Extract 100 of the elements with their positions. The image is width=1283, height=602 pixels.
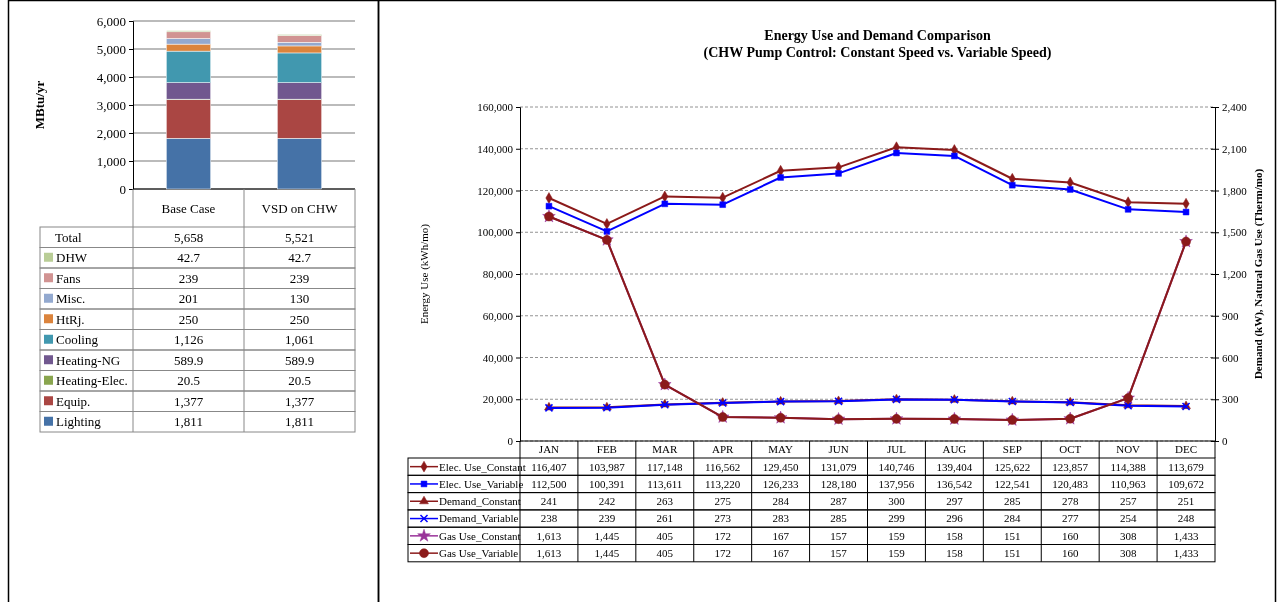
x-tick-label: JUN [828, 443, 849, 456]
data-label: 278 [1061, 495, 1079, 508]
data-label: 300 [888, 495, 906, 508]
data-label: 1,613 [536, 529, 562, 542]
data-label: 285 [830, 512, 848, 525]
data-label: 1,433 [1173, 529, 1199, 542]
data-label: 239 [598, 512, 616, 525]
legend-label: Heating-Elec. [56, 373, 128, 389]
data-label: 589.9 [284, 352, 315, 368]
y-tick-label: 100,000 [477, 226, 514, 239]
data-label: 131,079 [820, 460, 857, 473]
data-label: 159 [888, 529, 906, 542]
data-label: 1,061 [284, 332, 315, 348]
y-tick-label: 20,000 [482, 393, 514, 406]
data-label: 126,233 [762, 477, 799, 490]
y2-tick-label: 1,200 [1222, 268, 1248, 281]
data-label: 117,148 [647, 460, 683, 473]
legend-label: Gas Use_Variable [439, 547, 519, 559]
legend-label: Elec. Use_Variable [439, 477, 524, 490]
data-label: 283 [772, 512, 790, 525]
y2-tick-label: 600 [1222, 351, 1239, 364]
data-label: 1,377 [284, 393, 315, 409]
y-tick-label: 2,000 [96, 125, 126, 141]
y2-tick-label: 0 [1222, 435, 1228, 448]
x-tick-label: DEC [1175, 443, 1198, 456]
data-label: 405 [656, 529, 674, 542]
data-label: 284 [772, 495, 790, 508]
total-label: 5,521 [284, 229, 315, 245]
data-label: 136,542 [936, 477, 973, 490]
data-label: 113,611 [647, 477, 683, 490]
legend-label: Misc. [56, 291, 86, 307]
y-tick-label: 60,000 [482, 309, 514, 322]
data-label: 116,407 [531, 460, 568, 473]
data-label: 1,126 [173, 332, 204, 348]
x-tick-label: FEB [596, 443, 617, 456]
chart-subtitle: (CHW Pump Control: Constant Speed vs. Variable Speed) [703, 45, 1052, 61]
data-label: 254 [1119, 512, 1137, 525]
data-label: 140,746 [878, 460, 915, 473]
x-tick-label: OCT [1059, 443, 1082, 456]
y-tick-label: 0 [119, 181, 126, 197]
data-label: 160 [1061, 529, 1079, 542]
y2-tick-label: 2,100 [1222, 142, 1248, 155]
y-tick-label: 40,000 [482, 351, 514, 364]
data-label: 160 [1061, 547, 1079, 559]
data-label: 296 [946, 512, 964, 525]
data-label: 42.7 [288, 250, 312, 266]
x-tick-label: JAN [538, 443, 560, 456]
data-label: 285 [1004, 495, 1022, 508]
y-tick-label: 4,000 [96, 69, 126, 85]
data-label: 122,541 [994, 477, 1031, 490]
x-tick-label: Base Case [161, 200, 216, 216]
y-tick-label: 80,000 [482, 268, 514, 281]
data-label: 172 [714, 529, 731, 542]
text: Total [55, 229, 82, 245]
x-tick-label: AUG [942, 443, 967, 456]
data-label: 159 [888, 547, 906, 559]
data-label: 273 [714, 512, 732, 525]
data-label: 250 [289, 311, 310, 327]
y-tick-label: 160,000 [477, 101, 514, 114]
data-label: 297 [946, 495, 964, 508]
legend-label: Heating-NG [56, 352, 121, 368]
y2-tick-label: 900 [1222, 309, 1239, 322]
data-label: 251 [1177, 495, 1195, 508]
legend-label: Equip. [56, 393, 91, 409]
data-label: 20.5 [177, 373, 200, 389]
data-label: 287 [830, 495, 848, 508]
x-tick-label: NOV [1116, 443, 1141, 456]
data-label: 157 [830, 529, 848, 542]
legend-label: DHW [56, 250, 88, 266]
data-label: 589.9 [173, 352, 204, 368]
data-label: 130 [289, 291, 310, 307]
data-label: 308 [1119, 547, 1137, 559]
y2-tick-label: 1,500 [1222, 226, 1248, 239]
y-tick-label: 120,000 [477, 184, 514, 197]
data-label: 113,679 [1168, 460, 1205, 473]
data-label: 257 [1119, 495, 1137, 508]
data-label: 1,433 [1173, 547, 1199, 559]
x-tick-label: MAR [652, 443, 678, 456]
data-label: 238 [540, 512, 558, 525]
data-label: 284 [1004, 512, 1022, 525]
data-label: 239 [289, 270, 310, 286]
y-axis-title: Energy Use (kWh/mo) [418, 223, 431, 324]
data-label: 42.7 [177, 250, 201, 266]
data-label: 172 [714, 547, 731, 559]
y2-tick-label: 300 [1222, 393, 1239, 406]
x-tick-label: MAY [768, 443, 793, 456]
data-label: 103,987 [589, 460, 626, 473]
data-label: 113,220 [705, 477, 741, 490]
legend-label: Lighting [56, 414, 102, 430]
data-label: 120,483 [1052, 477, 1089, 490]
data-label: 125,622 [994, 460, 1031, 473]
data-label: 128,180 [820, 477, 857, 490]
data-label: 116,562 [705, 460, 741, 473]
y2-axis-title: Demand (kW), Natural Gas Use (Therm/mo) [1252, 168, 1265, 380]
data-label: 263 [656, 495, 674, 508]
data-label: 1,377 [173, 393, 204, 409]
legend-label: Demand_Constant [439, 495, 521, 508]
x-tick-label: SEP [1002, 443, 1022, 456]
x-tick-label: VSD on CHW [261, 200, 339, 216]
legend-label: Gas Use_Constant [439, 529, 521, 542]
